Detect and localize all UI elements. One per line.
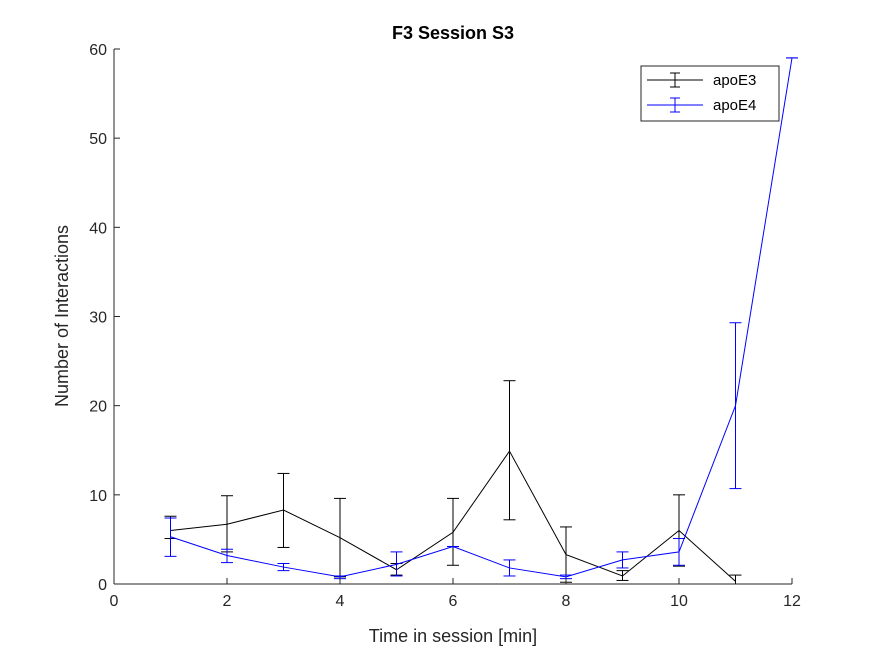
x-tick-label: 0	[110, 593, 119, 610]
x-tick-label: 2	[223, 593, 232, 610]
legend-box	[641, 66, 779, 121]
x-axis-label: Time in session [min]	[369, 626, 537, 646]
x-tick-label: 8	[562, 593, 571, 610]
x-tick-label: 6	[449, 593, 458, 610]
y-tick-label: 20	[89, 399, 107, 416]
y-tick-label: 50	[89, 131, 107, 148]
y-tick-label: 60	[89, 42, 107, 59]
x-tick-label: 10	[670, 593, 688, 610]
y-tick-label: 40	[89, 220, 107, 237]
legend-label: apoE4	[713, 97, 756, 114]
x-tick-label: 12	[783, 593, 801, 610]
y-tick-label: 30	[89, 310, 107, 327]
legend: apoE3 apoE4	[641, 66, 779, 121]
y-tick-label: 10	[89, 488, 107, 505]
legend-label: apoE3	[713, 72, 756, 89]
chart-title: F3 Session S3	[392, 23, 514, 43]
y-tick-label: 0	[98, 577, 107, 594]
y-axis-label: Number of Interactions	[52, 225, 72, 407]
x-tick-label: 4	[336, 593, 345, 610]
